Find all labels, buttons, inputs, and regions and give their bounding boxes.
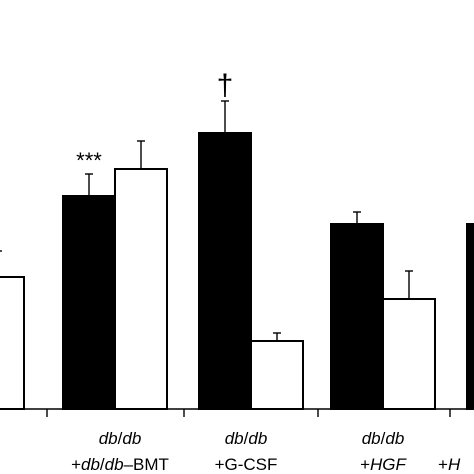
category-label-1: db/db +db/db–BMT [71, 429, 169, 474]
category-label-line1: db/db [99, 429, 142, 448]
category-label-4: +H [438, 455, 461, 474]
error-bar-white-2 [273, 332, 281, 341]
error-bar-black-2 [221, 100, 229, 133]
bars-layer [0, 132, 474, 410]
bar-black-2 [198, 132, 252, 410]
error-bar-black-1 [85, 173, 93, 196]
category-label-line2: +G-CSF [215, 455, 278, 474]
bar-black-1 [62, 195, 116, 410]
error-bar-white-3 [405, 270, 413, 299]
significance-annotation-0: *** [76, 148, 102, 173]
category-label-2: db/db +G-CSF [215, 429, 278, 474]
significance-annotation-1: † [217, 69, 234, 102]
error-bar-black-3 [353, 211, 361, 224]
category-label-line1: db/db [225, 429, 268, 448]
error-bar-white-0 [0, 250, 2, 252]
bar-white-2 [250, 340, 304, 410]
error-bar-white-1 [137, 140, 145, 169]
annotations-layer: *** † [76, 69, 233, 173]
bar-white-3 [382, 298, 436, 410]
bar-white-0 [0, 276, 25, 410]
category-label-line2: +H [438, 455, 461, 474]
bar-black-4 [466, 223, 474, 410]
category-label-line1: db/db [362, 429, 405, 448]
category-labels-layer: db/db +db/db–BMT db/db +G-CSF db/db +HGF +H [71, 429, 461, 474]
error-bars-layer [0, 100, 413, 341]
category-label-line2: +db/db–BMT [71, 455, 169, 474]
category-label-3: db/db +HGF [360, 429, 407, 474]
category-label-line2: +HGF [360, 455, 407, 474]
bar-black-3 [330, 223, 384, 410]
x-axis [0, 408, 474, 417]
bar-white-1 [114, 168, 168, 410]
